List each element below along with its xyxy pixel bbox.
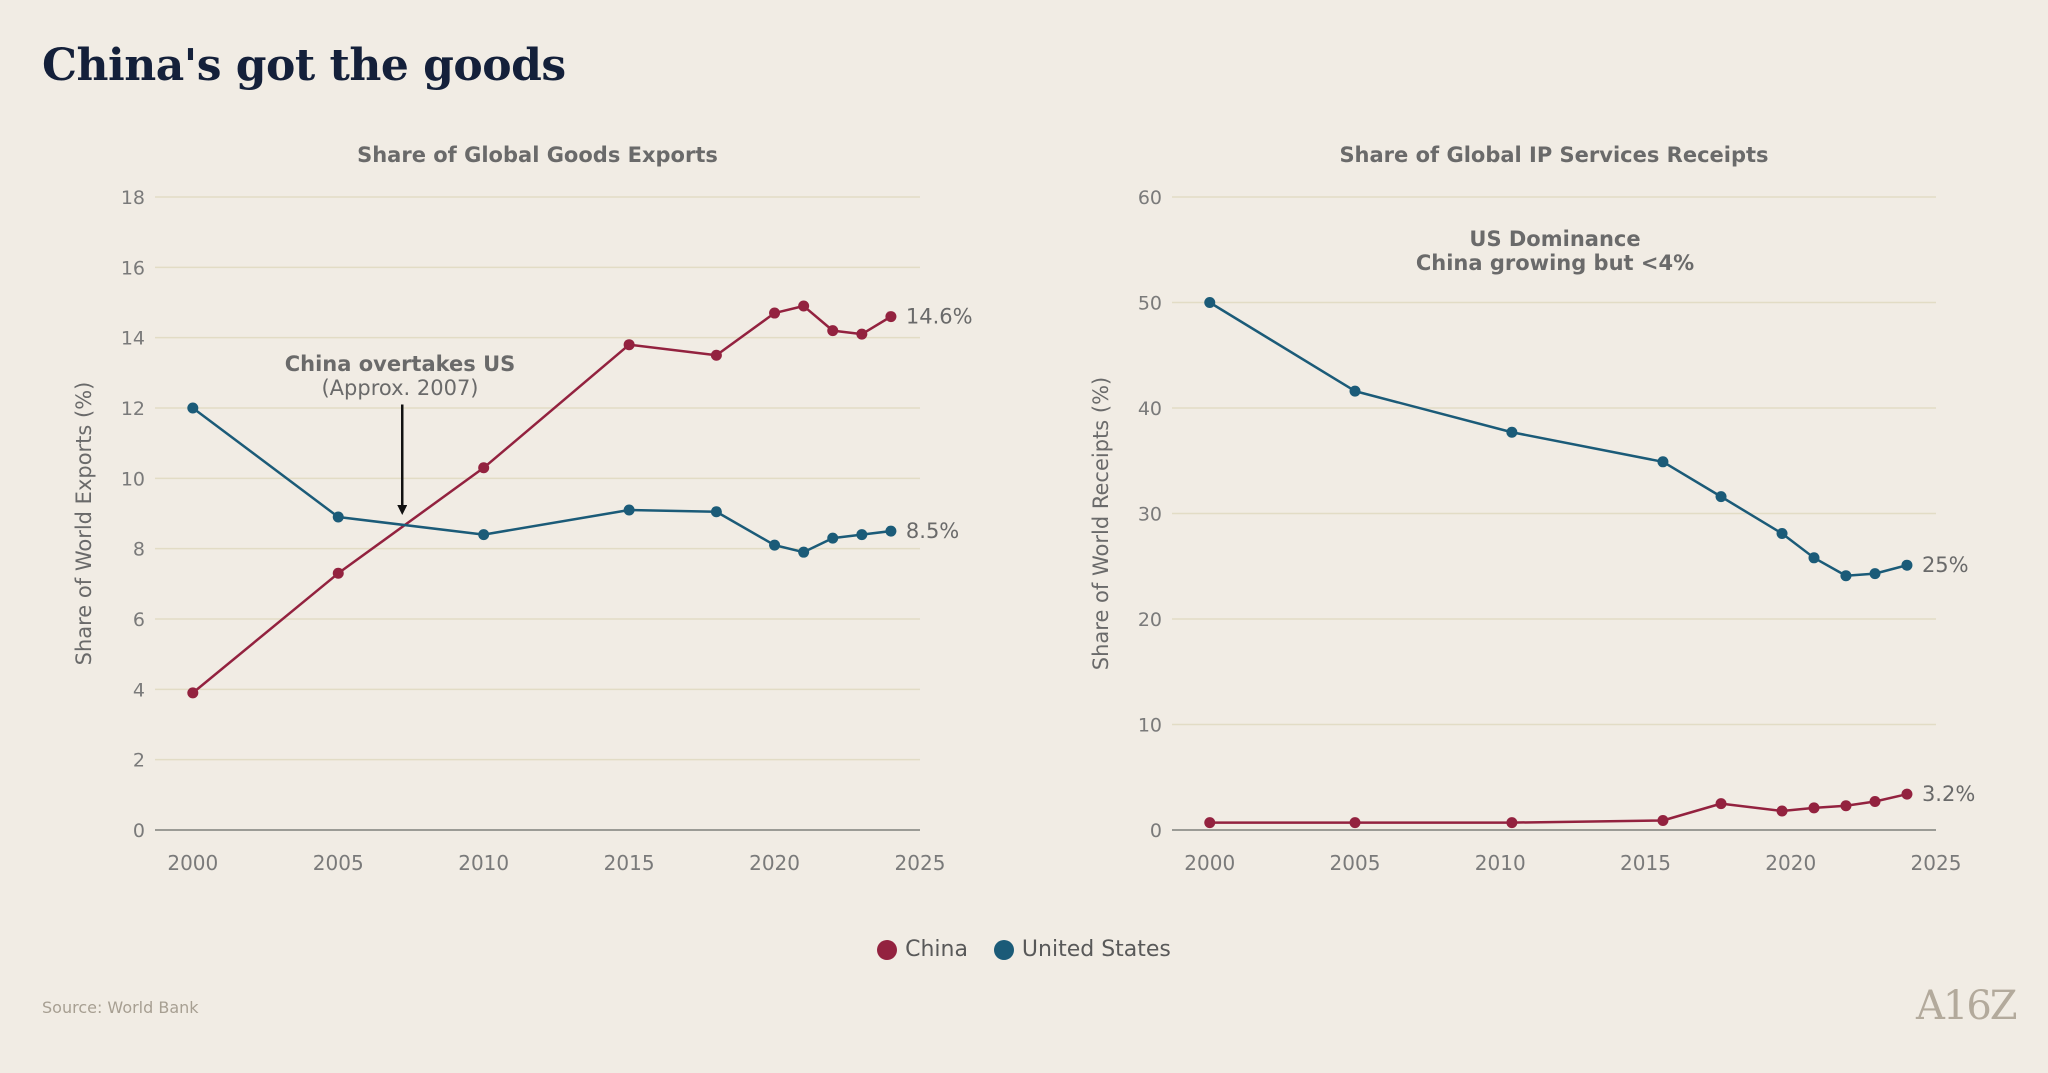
x-tick-label: 2000 [1184,851,1235,875]
data-point-united-states [1715,491,1727,503]
source-note: Source: World Bank [42,998,199,1017]
end-value-label-united-states: 25% [1922,553,1969,577]
legend: China United States [0,937,2048,962]
y-tick-label: 10 [1138,715,1162,737]
x-tick-label: 2025 [1911,851,1962,875]
y-tick-label: 40 [1138,398,1162,420]
data-point-china [798,300,810,312]
data-point-united-states [623,504,635,516]
y-tick-label: 16 [121,257,145,279]
legend-marker-united-states [993,939,1014,960]
end-value-label-china: 3.2% [1922,782,1975,806]
x-tick-label: 2005 [1330,851,1381,875]
y-tick-label: 60 [1138,187,1162,209]
data-point-china [1506,817,1518,829]
data-point-china [856,328,868,340]
data-point-united-states [798,546,810,558]
data-point-china [827,325,839,337]
data-point-united-states [769,539,781,551]
data-point-united-states [1869,568,1881,580]
y-tick-label: 12 [121,398,145,420]
annotation-text: China growing but <4% [1416,251,1694,275]
ip-receipts-chart: Share of Global IP Services Receipts 0 10 2… [1089,143,1975,875]
data-point-united-states [1776,528,1788,540]
data-point-united-states [478,529,490,541]
series-line-united-states [1209,301,1908,577]
legend-marker-china [877,939,898,960]
data-point-china [885,311,897,323]
y-axis-label: Share of World Receipts (%) [1089,377,1113,670]
data-point-united-states [332,511,344,523]
series-line-china [192,304,892,694]
data-point-china [769,307,781,319]
legend-item-china: China [877,937,968,962]
data-point-china [1349,817,1361,829]
annotation-text: US Dominance [1469,227,1640,251]
series-line-china [1209,792,1908,824]
y-tick-label: 2 [133,750,145,772]
x-tick-label: 2025 [895,851,946,875]
data-point-china [1657,815,1669,827]
data-point-united-states [187,402,199,414]
x-tick-label: 2020 [1765,851,1816,875]
annotation-text: (Approx. 2007) [321,376,478,400]
data-point-china [1869,796,1881,808]
data-point-china [1901,788,1913,800]
data-point-united-states [710,506,722,518]
brand-logo: A16Z [1916,983,2018,1029]
x-tick-label: 2010 [458,851,509,875]
y-tick-label: 0 [133,820,145,842]
legend-label-china: China [905,937,968,962]
y-tick-label: 30 [1138,504,1162,526]
y-tick-label: 18 [121,187,145,209]
data-point-united-states [1840,570,1852,582]
data-point-united-states [1349,385,1361,397]
data-point-china [1715,798,1727,810]
data-point-united-states [1506,426,1518,438]
y-tick-label: 50 [1138,293,1162,315]
data-point-china [710,349,722,361]
page-title: China's got the goods [42,40,566,91]
y-tick-label: 8 [133,539,145,561]
chart-title: Share of Global IP Services Receipts [1339,143,1768,167]
end-value-label-china: 14.6% [906,305,973,329]
data-point-united-states [856,529,868,541]
series-line-united-states [192,406,892,554]
data-point-united-states [1204,297,1216,308]
x-tick-label: 2005 [313,851,364,875]
data-point-china [1204,817,1216,829]
y-tick-label: 10 [121,468,145,490]
y-axis-label: Share of World Exports (%) [72,382,96,666]
data-point-china [623,339,635,351]
x-tick-label: 2020 [749,851,800,875]
y-tick-label: 14 [121,328,145,350]
y-tick-label: 20 [1138,609,1162,631]
annotation-text: China overtakes US [285,352,516,376]
end-value-label-united-states: 8.5% [906,519,959,543]
x-tick-label: 2000 [167,851,218,875]
data-point-china [187,687,199,699]
y-tick-label: 0 [1150,820,1162,842]
chart-title: Share of Global Goods Exports [357,143,718,167]
legend-item-united-states: United States [993,937,1171,962]
y-tick-label: 4 [133,679,145,701]
x-tick-label: 2010 [1475,851,1526,875]
y-tick-label: 6 [133,609,145,631]
data-point-united-states [1808,552,1820,564]
x-tick-label: 2015 [604,851,655,875]
data-point-united-states [885,525,897,537]
data-point-china [1776,805,1788,817]
data-point-united-states [1901,559,1913,571]
legend-label-united-states: United States [1021,937,1171,962]
data-point-china [1840,800,1852,812]
x-tick-label: 2015 [1620,851,1671,875]
data-point-china [332,567,344,579]
data-point-china [1808,802,1820,814]
data-point-china [478,462,490,474]
goods-exports-chart: Share of Global Goods Exports 0 2 4 6 8 10 12 14… [72,143,973,875]
data-point-united-states [1657,456,1669,468]
data-point-united-states [827,532,839,544]
